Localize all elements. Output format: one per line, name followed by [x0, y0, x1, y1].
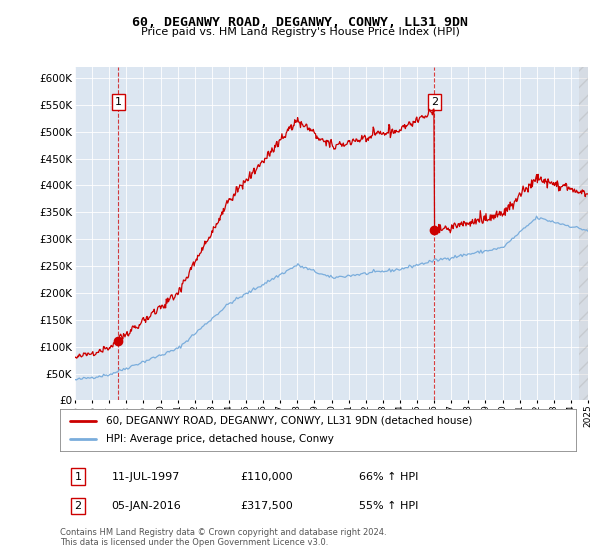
- Text: £317,500: £317,500: [241, 501, 293, 511]
- Text: Price paid vs. HM Land Registry's House Price Index (HPI): Price paid vs. HM Land Registry's House …: [140, 27, 460, 38]
- Text: 55% ↑ HPI: 55% ↑ HPI: [359, 501, 419, 511]
- Text: 05-JAN-2016: 05-JAN-2016: [112, 501, 181, 511]
- Text: 60, DEGANWY ROAD, DEGANWY, CONWY, LL31 9DN: 60, DEGANWY ROAD, DEGANWY, CONWY, LL31 9…: [132, 16, 468, 29]
- Text: 2: 2: [431, 97, 438, 107]
- Text: 11-JUL-1997: 11-JUL-1997: [112, 472, 180, 482]
- Text: HPI: Average price, detached house, Conwy: HPI: Average price, detached house, Conw…: [106, 434, 334, 444]
- Text: 60, DEGANWY ROAD, DEGANWY, CONWY, LL31 9DN (detached house): 60, DEGANWY ROAD, DEGANWY, CONWY, LL31 9…: [106, 416, 473, 426]
- Text: 1: 1: [115, 97, 122, 107]
- Text: 2: 2: [74, 501, 82, 511]
- Text: £110,000: £110,000: [241, 472, 293, 482]
- Text: Contains HM Land Registry data © Crown copyright and database right 2024.
This d: Contains HM Land Registry data © Crown c…: [60, 528, 386, 547]
- Bar: [580, 67, 588, 400]
- Text: 1: 1: [74, 472, 82, 482]
- Text: 66% ↑ HPI: 66% ↑ HPI: [359, 472, 419, 482]
